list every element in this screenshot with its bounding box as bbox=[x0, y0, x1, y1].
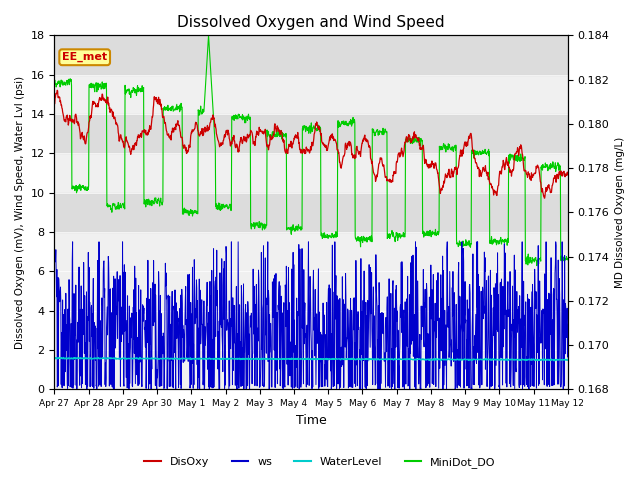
Text: EE_met: EE_met bbox=[62, 52, 108, 62]
Bar bbox=[54, 192, 568, 232]
Y-axis label: MD Dissolved Oxygen (mg/L): MD Dissolved Oxygen (mg/L) bbox=[615, 137, 625, 288]
X-axis label: Time: Time bbox=[296, 414, 326, 427]
Bar bbox=[54, 114, 568, 153]
Legend: DisOxy, ws, WaterLevel, MiniDot_DO: DisOxy, ws, WaterLevel, MiniDot_DO bbox=[140, 452, 500, 472]
Title: Dissolved Oxygen and Wind Speed: Dissolved Oxygen and Wind Speed bbox=[177, 15, 445, 30]
Bar bbox=[54, 36, 568, 75]
Y-axis label: Dissolved Oxygen (mV), Wind Speed, Water Lvl (psi): Dissolved Oxygen (mV), Wind Speed, Water… bbox=[15, 76, 25, 349]
